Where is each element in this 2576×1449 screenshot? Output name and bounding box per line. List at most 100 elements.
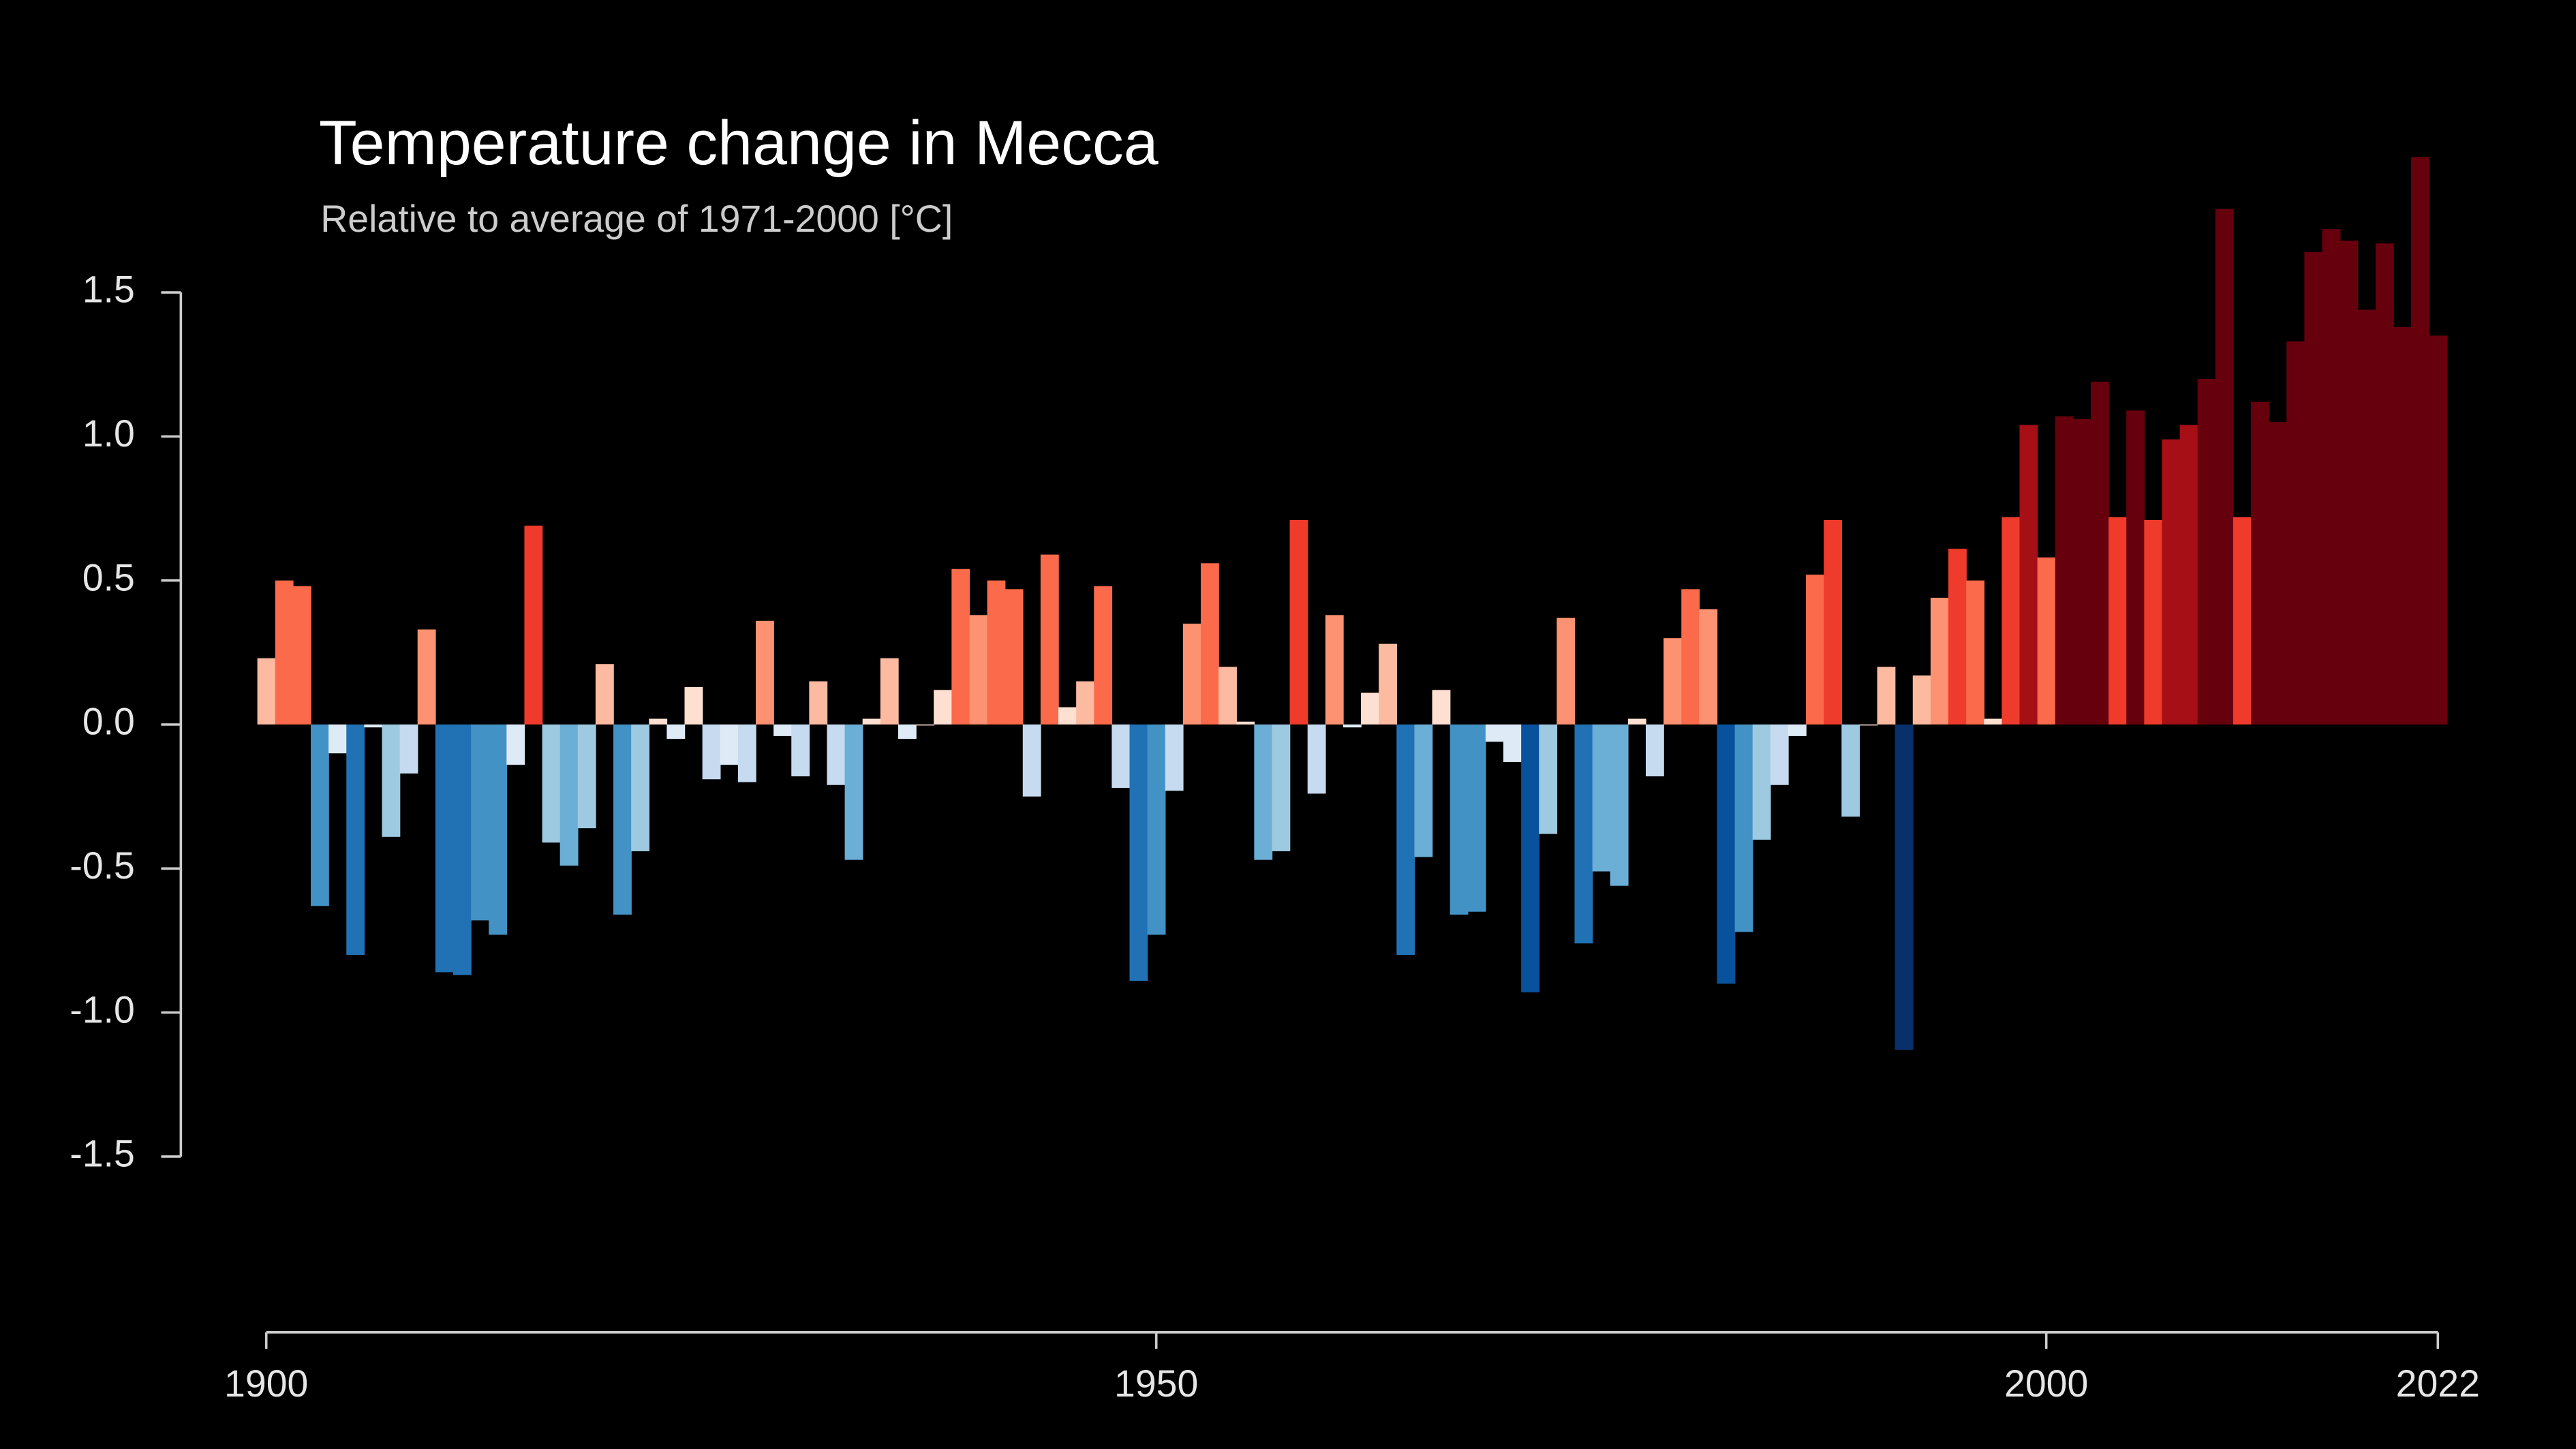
bar — [1236, 721, 1255, 724]
bar — [827, 724, 846, 785]
bar — [1040, 554, 1059, 724]
bar — [1592, 724, 1611, 872]
y-tick-label: 1.5 — [82, 269, 135, 311]
bar — [346, 724, 365, 956]
bar — [1289, 519, 1308, 724]
bar — [2179, 425, 2198, 724]
bar — [471, 724, 489, 921]
bar — [1361, 692, 1379, 724]
bar — [1307, 724, 1326, 794]
x-tick-label: 2000 — [2004, 1362, 2088, 1405]
bar — [2072, 419, 2091, 724]
bar — [1841, 724, 1860, 817]
bar — [1272, 724, 1291, 851]
bar — [1076, 681, 1094, 724]
bar — [844, 724, 863, 860]
bar — [2126, 410, 2145, 724]
bar — [1752, 724, 1771, 840]
x-tick-label: 1950 — [1114, 1362, 1198, 1405]
bar — [311, 724, 329, 906]
bar — [987, 580, 1006, 724]
bar — [2304, 251, 2323, 724]
bar — [1396, 724, 1415, 956]
bar — [1645, 724, 1664, 777]
bar — [417, 629, 436, 724]
bar — [2357, 309, 2376, 724]
bar — [613, 724, 632, 915]
bar — [2002, 517, 2021, 724]
bar — [1930, 598, 1949, 724]
bar — [1200, 563, 1219, 724]
bar — [1984, 718, 2003, 724]
bar — [1450, 724, 1469, 915]
bar — [2144, 519, 2163, 724]
y-tick-label: 1.0 — [82, 412, 135, 455]
bar — [1557, 617, 1576, 724]
bar — [916, 724, 934, 726]
bar — [1877, 667, 1896, 724]
bar — [2019, 425, 2038, 724]
bar — [1806, 575, 1824, 724]
bar — [2269, 422, 2288, 724]
bar — [2197, 378, 2216, 724]
bar — [524, 525, 543, 724]
bar — [1147, 724, 1166, 935]
bar — [1948, 549, 1967, 724]
bar — [1022, 724, 1041, 797]
bar — [1058, 707, 1077, 724]
bar — [1129, 724, 1148, 981]
bar — [2090, 382, 2109, 724]
bar — [1859, 724, 1878, 726]
bar — [2162, 439, 2181, 724]
x-tick-label: 1900 — [224, 1362, 308, 1405]
bar — [1610, 724, 1629, 886]
bar — [1503, 724, 1522, 762]
bar — [2322, 229, 2341, 724]
bar — [1717, 724, 1736, 984]
bar — [435, 724, 454, 973]
bar — [328, 724, 347, 754]
bar — [649, 718, 668, 724]
bar — [1521, 724, 1539, 993]
y-tick-label: -1.5 — [70, 1133, 134, 1175]
bar — [1182, 624, 1201, 724]
bar — [1895, 724, 1914, 1050]
bar — [2055, 416, 2074, 724]
bar — [756, 620, 774, 724]
bar — [542, 724, 561, 843]
bar — [969, 615, 988, 724]
bar — [666, 724, 686, 739]
bar — [1485, 724, 1504, 742]
bar — [2251, 401, 2269, 724]
bar — [1788, 724, 1807, 736]
bar — [275, 580, 294, 724]
bar — [1414, 724, 1433, 857]
chart-title: Temperature change in Mecca — [319, 108, 1159, 178]
y-tick-label: 0.0 — [82, 701, 135, 743]
bar — [364, 724, 383, 728]
bar — [292, 586, 311, 724]
bar — [773, 724, 792, 736]
bar — [2286, 341, 2305, 725]
bar — [1699, 609, 1718, 724]
bar — [453, 724, 472, 975]
bar — [399, 724, 418, 774]
y-tick-label: 0.5 — [82, 556, 135, 598]
bar — [2215, 209, 2234, 724]
x-tick-label: 2022 — [2396, 1362, 2480, 1405]
bar — [1966, 580, 1984, 724]
bar — [631, 724, 650, 851]
bar — [1432, 690, 1451, 724]
bar — [1663, 638, 1682, 724]
bar — [1770, 724, 1789, 785]
bar — [489, 724, 508, 935]
bar — [1912, 675, 1931, 724]
bar — [1094, 586, 1113, 724]
bar — [898, 724, 917, 739]
bar — [1467, 724, 1486, 912]
bar — [1681, 589, 1700, 724]
chart-subtitle: Relative to average of 1971-2000 [°C] — [320, 198, 953, 240]
bar — [880, 658, 899, 724]
bar — [951, 568, 970, 724]
bar — [2429, 335, 2448, 724]
